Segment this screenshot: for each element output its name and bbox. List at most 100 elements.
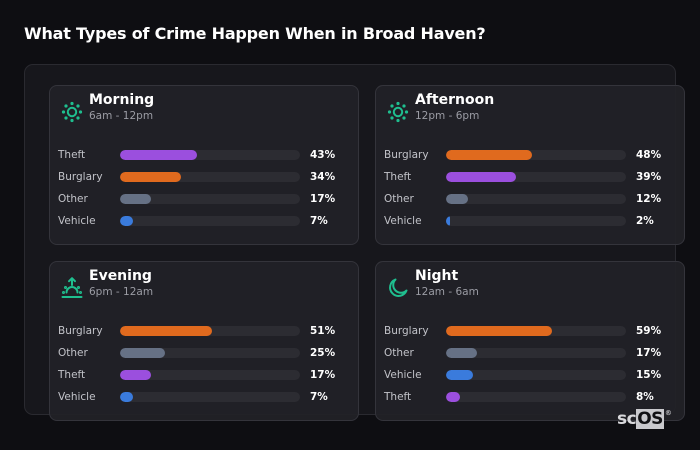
bar-fill: [446, 348, 477, 358]
card-night: Night 12am - 6am Burglary 59% Other 17% …: [375, 261, 685, 421]
bar-label: Theft: [384, 171, 412, 183]
bar-row: Theft 39%: [384, 170, 679, 192]
bar-fill: [120, 348, 165, 358]
bar-label: Theft: [58, 149, 86, 161]
bar-track: [446, 216, 626, 226]
bar-value: 17%: [310, 193, 336, 205]
bar-list: Burglary 48% Theft 39% Other 12% Vehicle…: [384, 148, 679, 236]
bar-value: 48%: [636, 149, 662, 161]
bar-track: [446, 392, 626, 402]
bar-track: [120, 172, 300, 182]
bar-fill: [120, 172, 182, 182]
bar-label: Theft: [384, 391, 412, 403]
bar-value: 39%: [636, 171, 662, 183]
bar-row: Vehicle 15%: [384, 368, 679, 390]
bar-value: 7%: [310, 215, 328, 227]
logo-sc: sc: [617, 409, 637, 429]
logo-os: OS: [636, 409, 664, 429]
bar-fill: [446, 216, 450, 226]
bar-fill: [446, 326, 553, 336]
bar-value: 7%: [310, 391, 328, 403]
bar-fill: [446, 194, 468, 204]
card-title: Night: [415, 268, 459, 284]
bar-label: Other: [384, 347, 414, 359]
bar-list: Burglary 59% Other 17% Vehicle 15% Theft…: [384, 324, 679, 412]
card-title: Evening: [89, 268, 152, 284]
bar-value: 17%: [310, 369, 336, 381]
bar-row: Theft 8%: [384, 390, 679, 412]
bar-label: Vehicle: [58, 215, 96, 227]
bar-track: [446, 326, 626, 336]
card-evening: Evening 6pm - 12am Burglary 51% Other 25…: [49, 261, 359, 421]
bar-row: Burglary 59%: [384, 324, 679, 346]
bar-fill: [120, 150, 198, 160]
bar-value: 59%: [636, 325, 662, 337]
scos-logo: sc OS ®: [617, 409, 672, 429]
bar-fill: [120, 194, 151, 204]
bar-value: 8%: [636, 391, 654, 403]
card-title: Afternoon: [415, 92, 495, 108]
bar-fill: [446, 150, 533, 160]
card-subtitle: 6am - 12pm: [89, 110, 154, 122]
bar-label: Vehicle: [384, 215, 422, 227]
bar-fill: [120, 216, 133, 226]
bar-row: Burglary 48%: [384, 148, 679, 170]
bar-track: [446, 348, 626, 358]
bar-fill: [446, 370, 473, 380]
bar-value: 2%: [636, 215, 654, 227]
bar-label: Theft: [58, 369, 86, 381]
bar-row: Other 17%: [58, 192, 353, 214]
bar-label: Vehicle: [384, 369, 422, 381]
bar-label: Vehicle: [58, 391, 96, 403]
card-morning: Morning 6am - 12pm Theft 43% Burglary 34…: [49, 85, 359, 245]
bar-track: [120, 370, 300, 380]
card-subtitle: 12am - 6am: [415, 286, 479, 298]
bar-row: Vehicle 7%: [58, 214, 353, 236]
bar-track: [120, 348, 300, 358]
bar-track: [446, 194, 626, 204]
registered-mark: ®: [664, 409, 672, 417]
card-afternoon: Afternoon 12pm - 6pm Burglary 48% Theft …: [375, 85, 685, 245]
bar-fill: [120, 370, 151, 380]
bar-value: 25%: [310, 347, 336, 359]
bar-label: Burglary: [58, 171, 103, 183]
bar-track: [120, 194, 300, 204]
bar-row: Burglary 51%: [58, 324, 353, 346]
bar-row: Burglary 34%: [58, 170, 353, 192]
bar-value: 51%: [310, 325, 336, 337]
bar-row: Vehicle 7%: [58, 390, 353, 412]
bar-row: Other 25%: [58, 346, 353, 368]
bar-row: Theft 17%: [58, 368, 353, 390]
bar-row: Other 12%: [384, 192, 679, 214]
sun-icon: [386, 100, 410, 124]
bar-label: Burglary: [58, 325, 103, 337]
sun-icon: [60, 100, 84, 124]
bar-fill: [446, 172, 517, 182]
card-title: Morning: [89, 92, 155, 108]
bar-label: Other: [384, 193, 414, 205]
bar-value: 34%: [310, 171, 336, 183]
bar-fill: [446, 392, 461, 402]
bar-track: [120, 326, 300, 336]
bar-row: Other 17%: [384, 346, 679, 368]
sunset-icon: [60, 276, 84, 300]
bar-track: [120, 216, 300, 226]
bar-label: Other: [58, 193, 88, 205]
bar-list: Burglary 51% Other 25% Theft 17% Vehicle…: [58, 324, 353, 412]
bar-fill: [120, 326, 212, 336]
bar-value: 43%: [310, 149, 336, 161]
bar-fill: [120, 392, 133, 402]
bar-list: Theft 43% Burglary 34% Other 17% Vehicle…: [58, 148, 353, 236]
card-subtitle: 12pm - 6pm: [415, 110, 480, 122]
bar-track: [120, 150, 300, 160]
bar-row: Vehicle 2%: [384, 214, 679, 236]
bar-value: 17%: [636, 347, 662, 359]
bar-label: Burglary: [384, 149, 429, 161]
page-title: What Types of Crime Happen When in Broad…: [24, 24, 486, 43]
bar-label: Other: [58, 347, 88, 359]
bar-track: [446, 150, 626, 160]
bar-value: 15%: [636, 369, 662, 381]
bar-value: 12%: [636, 193, 662, 205]
moon-icon: [386, 276, 410, 300]
